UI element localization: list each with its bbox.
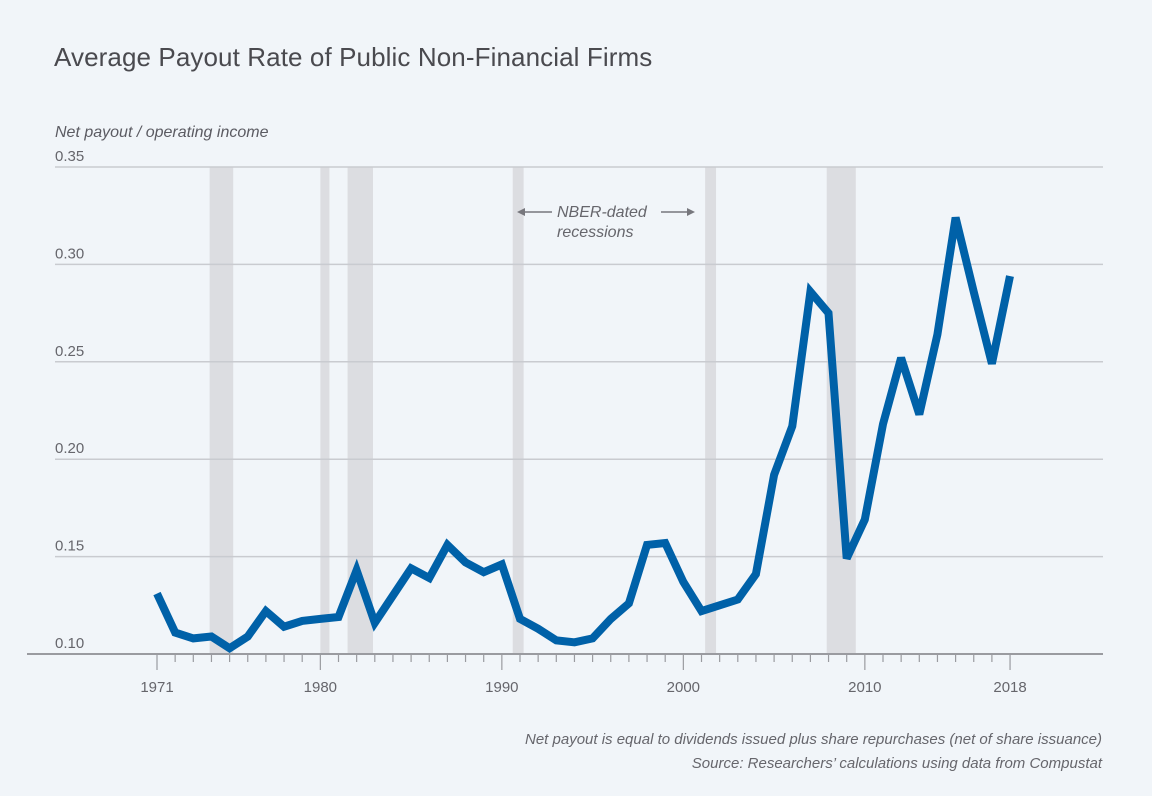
recession-band <box>512 167 524 654</box>
y-tick-labels: 0.35 0.30 0.25 0.20 0.15 0.10 <box>55 148 84 652</box>
source-note: Source: Researchers’ calculations using … <box>691 755 1102 772</box>
recession-bands <box>209 167 856 654</box>
recession-band <box>826 167 856 654</box>
footnote: Net payout is equal to dividends issued … <box>525 731 1102 748</box>
y-tick-label: 0.15 <box>55 538 84 555</box>
x-tick-label: 1980 <box>304 679 337 696</box>
recession-annotation: NBER-dated recessions <box>517 204 695 241</box>
arrowhead-right-icon <box>687 208 695 216</box>
x-tick-label: 1990 <box>485 679 518 696</box>
y-axis-label: Net payout / operating income <box>55 124 269 141</box>
annotation-text-line1: NBER-dated <box>557 204 648 221</box>
x-axis: 1971 1980 1990 2000 2010 2018 <box>27 653 1103 696</box>
annotation-text-line2: recessions <box>557 224 633 241</box>
recession-band <box>705 167 717 654</box>
x-tick-label: 2018 <box>993 679 1026 696</box>
recession-band <box>320 167 330 654</box>
y-tick-label: 0.35 <box>55 148 84 165</box>
y-tick-label: 0.10 <box>55 635 84 652</box>
y-tick-label: 0.30 <box>55 245 84 262</box>
x-tick-label: 1971 <box>140 679 173 696</box>
x-tick-label: 2010 <box>848 679 881 696</box>
arrowhead-left-icon <box>517 208 525 216</box>
x-tick-label: 2000 <box>667 679 700 696</box>
series-line <box>153 216 1014 653</box>
gridlines <box>55 166 1103 558</box>
chart-title: Average Payout Rate of Public Non-Financ… <box>54 42 653 72</box>
series-group <box>153 216 1014 653</box>
y-tick-label: 0.20 <box>55 440 84 457</box>
recession-band <box>209 167 234 654</box>
y-tick-label: 0.25 <box>55 343 84 360</box>
